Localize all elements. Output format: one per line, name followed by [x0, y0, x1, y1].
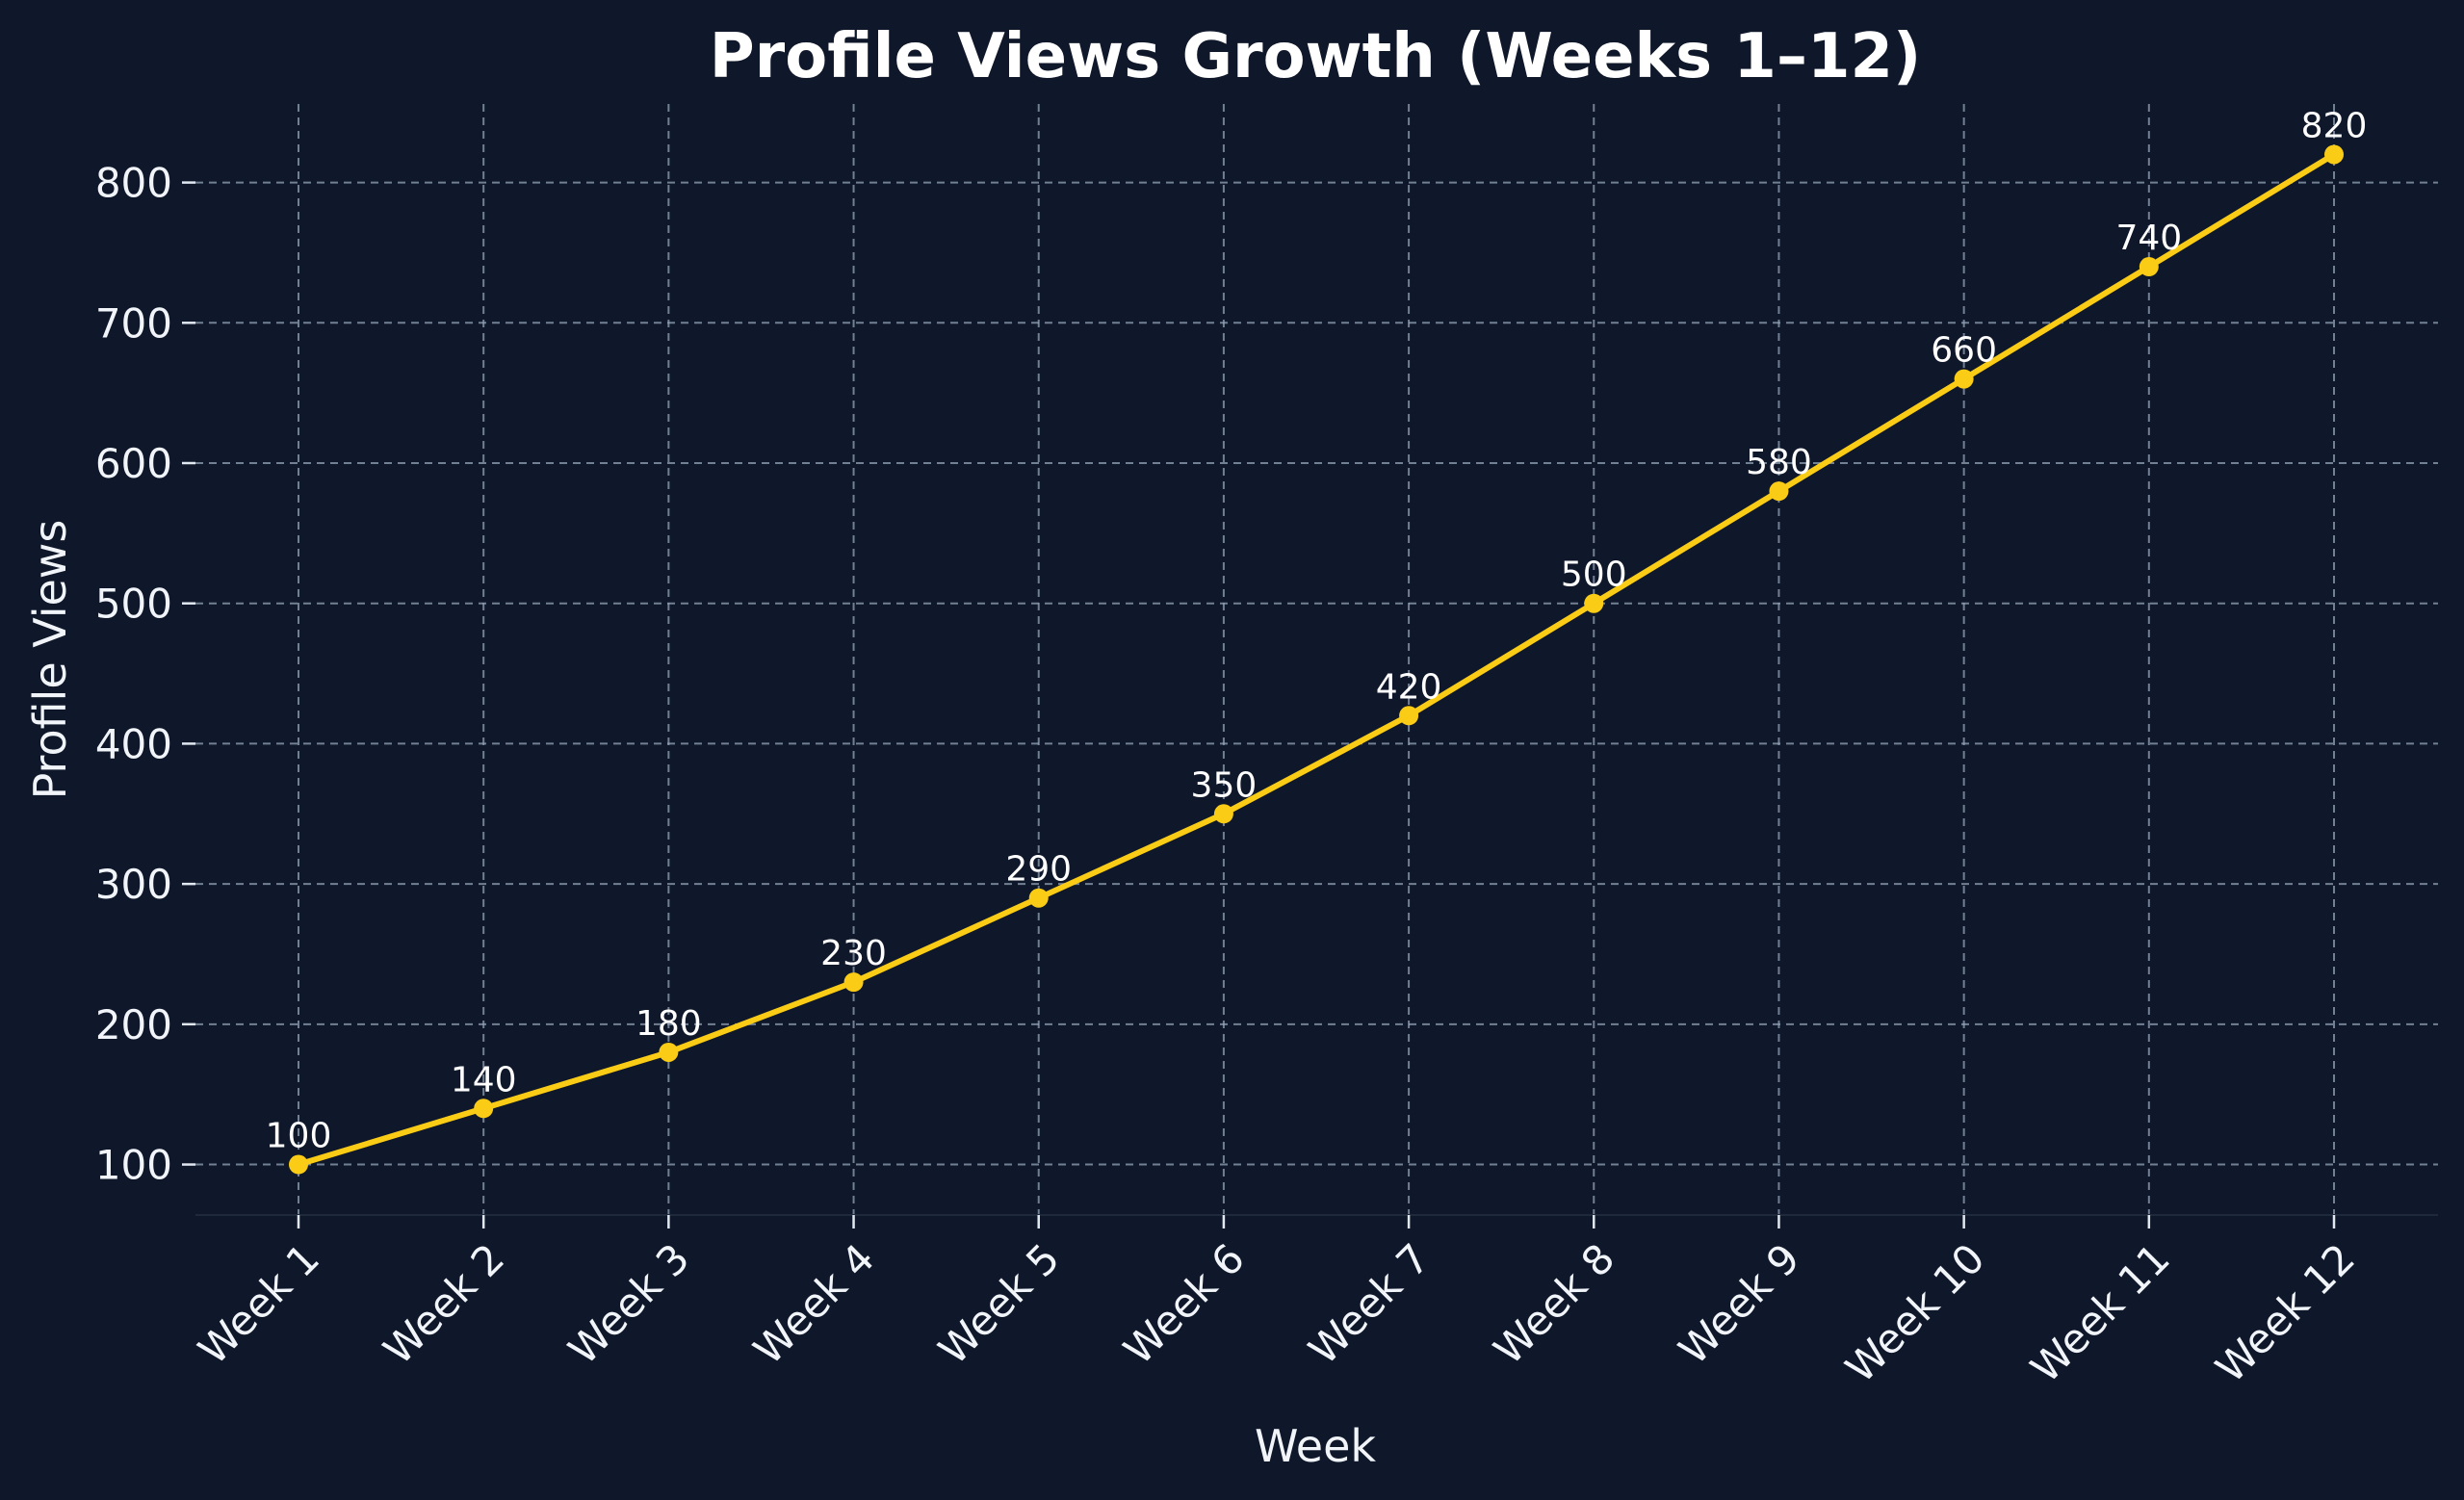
y-tick-label: 800 — [95, 160, 172, 207]
data-point — [1769, 481, 1789, 502]
data-label: 740 — [2115, 219, 2182, 258]
y-axis-ticks: 100 200 300 400 500 600 700 800 — [95, 160, 195, 1189]
y-axis-label: Profile Views — [24, 520, 76, 800]
data-label: 140 — [451, 1060, 517, 1099]
data-label: 100 — [266, 1117, 332, 1156]
data-point — [1028, 888, 1049, 908]
data-label: 290 — [1005, 850, 1072, 890]
y-tick-label: 600 — [95, 440, 172, 487]
data-label: 820 — [2301, 106, 2368, 145]
chart-title: Profile Views Growth (Weeks 1–12) — [710, 21, 1922, 92]
y-tick-label: 200 — [95, 1001, 172, 1048]
grid — [195, 104, 2438, 1215]
data-label: 500 — [1561, 556, 1627, 595]
data-point — [2139, 257, 2159, 277]
data-point — [1954, 369, 1974, 389]
data-label: 660 — [1931, 331, 1997, 371]
y-tick-label: 700 — [95, 299, 172, 347]
data-point — [474, 1099, 494, 1119]
y-tick-label: 400 — [95, 720, 172, 767]
data-point — [2324, 144, 2344, 165]
y-tick-label: 500 — [95, 581, 172, 628]
y-tick-label: 300 — [95, 861, 172, 908]
data-label: 350 — [1191, 765, 1258, 805]
data-labels: 100 140 180 230 290 350 420 500 580 660 740 820 — [266, 106, 2368, 1155]
series-line — [296, 151, 2337, 1168]
data-point — [1213, 804, 1233, 824]
x-axis-label: Week — [1255, 1420, 1376, 1472]
series-profile-views — [289, 144, 2344, 1175]
data-point — [843, 972, 864, 993]
data-label: 180 — [635, 1004, 702, 1044]
data-label: 230 — [820, 934, 887, 973]
data-label: 580 — [1746, 443, 1812, 482]
data-point — [659, 1042, 679, 1062]
y-tick-label: 100 — [95, 1142, 172, 1189]
data-point — [1399, 706, 1419, 726]
data-label: 420 — [1376, 667, 1442, 707]
data-point — [289, 1154, 308, 1175]
data-point — [1584, 593, 1604, 613]
